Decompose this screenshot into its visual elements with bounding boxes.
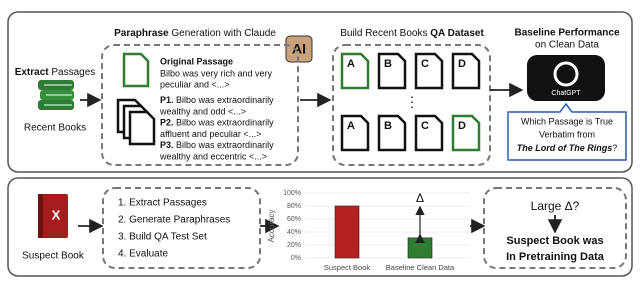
doc-letter: D	[458, 58, 466, 70]
qa-box	[332, 44, 491, 166]
baseline-title: Baseline Performance	[514, 28, 619, 39]
doc-letter: D	[458, 120, 466, 132]
conclusion-line: In Pretraining Data	[506, 251, 605, 263]
y-tick-label: 80%	[287, 203, 301, 210]
question-line: Verbatim from	[539, 129, 595, 139]
doc-icon	[451, 114, 481, 152]
paraphrase-tag: P2.	[160, 118, 174, 128]
doc-icon	[414, 52, 444, 90]
question-book: The Lord of The Rings?	[517, 143, 618, 153]
ellipsis: ⋮	[405, 94, 419, 110]
doc-icon	[128, 110, 156, 146]
doc-icon	[340, 52, 370, 90]
conclusion-box	[483, 187, 627, 269]
baseline-subtitle: on Clean Data	[535, 40, 599, 51]
claude-icon-text: AI	[292, 41, 306, 57]
original-title: Original Passage	[160, 56, 233, 66]
suspect-icon-text: X	[52, 207, 61, 222]
paraphrase-text: Bilbo was extraordinarily	[176, 140, 274, 150]
doc-icon	[377, 52, 407, 90]
paraphrase-line: P2. Bilbo was extraordinarily	[160, 118, 274, 128]
paraphrase-box	[101, 44, 299, 166]
step: 3. Build QA Test Set	[118, 232, 207, 243]
paraphrase-line: P1. Bilbo was extraordinarily	[160, 95, 274, 105]
step: 4. Evaluate	[118, 249, 168, 260]
paraphrase-tag: P3.	[160, 140, 174, 150]
y-tick-label: 100%	[283, 190, 301, 197]
x-tick-label: Baseline Clean Data	[386, 263, 455, 272]
chatgpt-label: ChatGPT	[551, 90, 581, 97]
doc-icon	[451, 52, 481, 90]
callout	[507, 102, 627, 161]
books-label: Recent Books	[24, 123, 86, 134]
qa-title: Build Recent Books QA Dataset	[340, 28, 484, 39]
extract-label: Extract Passages	[15, 67, 96, 78]
step: 2. Generate Paraphrases	[118, 215, 230, 226]
paraphrase-line: wealthy and eccentric <...>	[159, 151, 267, 161]
suspect-label: Suspect Book	[22, 251, 85, 262]
conclusion-line: Suspect Book was	[506, 235, 603, 247]
bottom-panel	[7, 177, 633, 277]
y-tick-label: 20%	[287, 242, 301, 249]
delta-label: Δ	[416, 191, 424, 205]
bar	[407, 237, 433, 259]
doc-icon	[414, 114, 444, 152]
steps-box	[102, 187, 261, 269]
doc-icon	[340, 114, 370, 152]
paraphrase-title: Paraphrase Generation with Claude	[114, 28, 276, 39]
paraphrase-text: Bilbo was extraordinarily	[176, 95, 274, 105]
chatgpt-logo	[553, 61, 579, 87]
y-axis-label: Accuracy	[267, 210, 276, 243]
y-tick-label: 0%	[291, 255, 301, 262]
paraphrase-tag: P1.	[160, 95, 174, 105]
books-icon	[38, 80, 74, 110]
doc-letter: A	[347, 58, 355, 70]
paraphrase-line: P3. Bilbo was extraordinarily	[160, 140, 274, 150]
original-line: Bilbo was very rich and very	[160, 68, 273, 78]
step: 1. Extract Passages	[118, 198, 207, 209]
doc-letter: C	[421, 120, 429, 132]
paraphrase-line: affluent and peculiar <...>	[160, 129, 261, 139]
doc-letter: B	[384, 120, 392, 132]
question-line: Which Passage is True	[521, 116, 613, 126]
y-tick-label: 40%	[287, 229, 301, 236]
x-tick-label: Suspect Book	[324, 263, 371, 272]
doc-icon	[122, 52, 150, 88]
paraphrase-text: Bilbo was extraordinarily	[176, 118, 274, 128]
suspect-book-icon	[38, 194, 68, 238]
y-tick-label: 60%	[287, 216, 301, 223]
paraphrase-line: wealthy and odd <...>	[159, 106, 246, 116]
bar	[334, 205, 360, 259]
conclusion-question: Large Δ?	[531, 199, 580, 213]
original-line: peculiar and <...>	[160, 79, 230, 89]
doc-icon	[377, 114, 407, 152]
doc-letter: A	[347, 120, 355, 132]
doc-letter: B	[384, 58, 392, 70]
doc-letter: C	[421, 58, 429, 70]
chatgpt-icon	[527, 55, 605, 101]
